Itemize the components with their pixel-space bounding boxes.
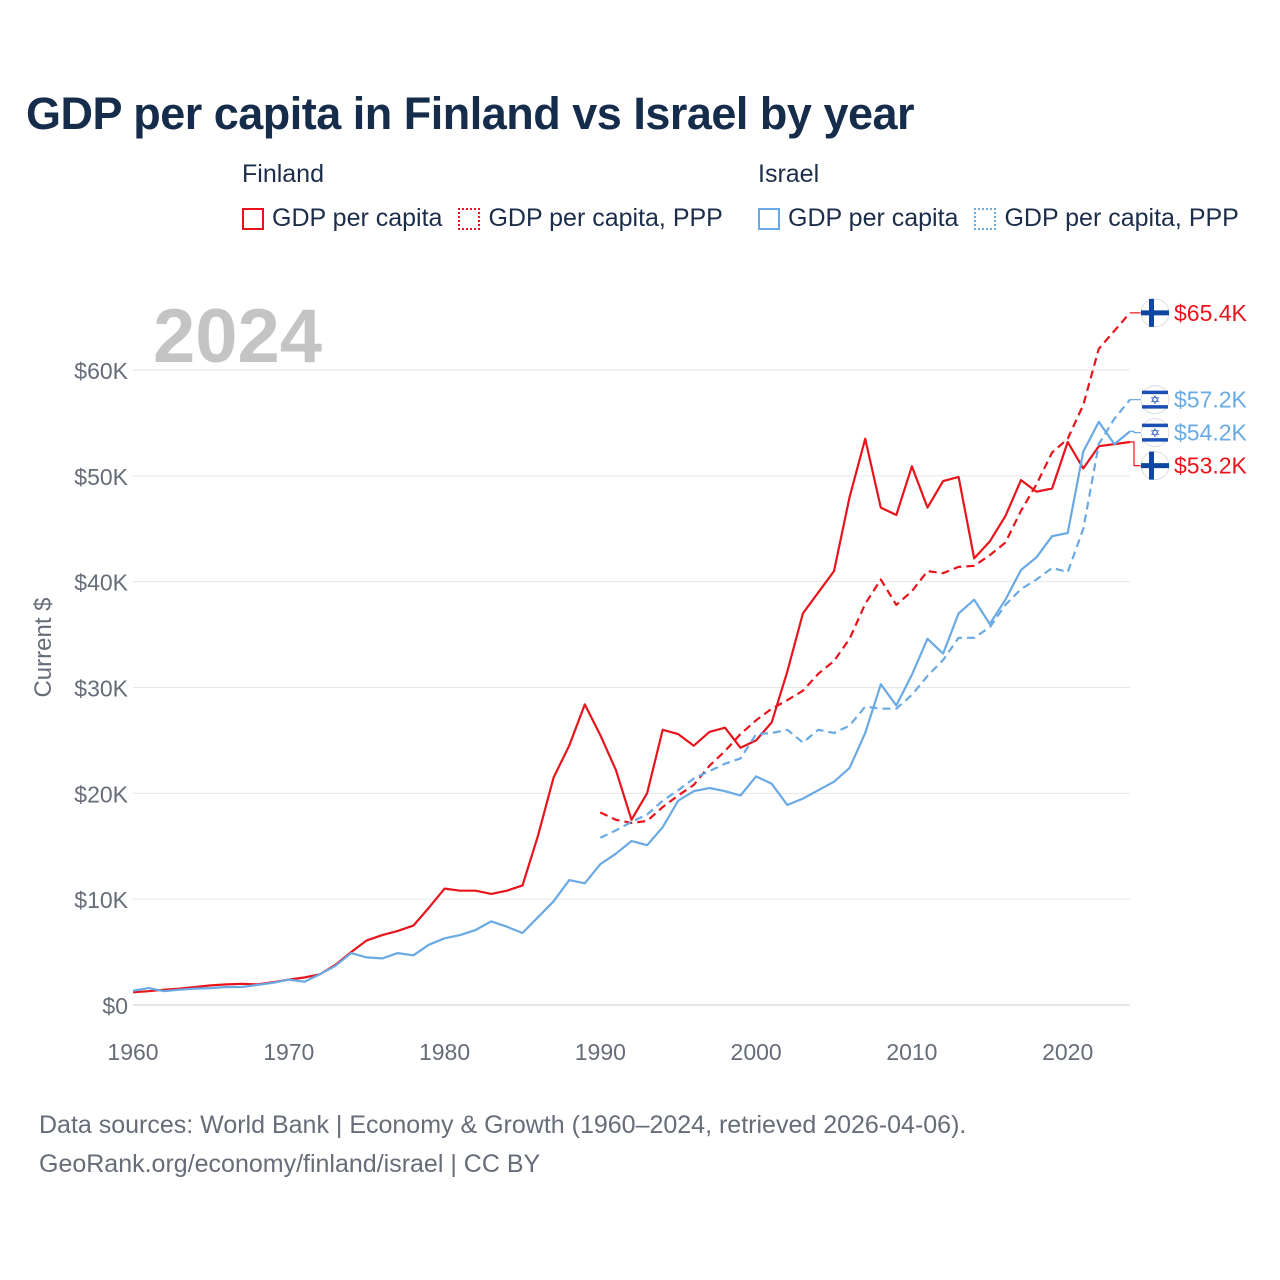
data-sources: Data sources: World Bank | Economy & Gro… bbox=[39, 1111, 967, 1139]
series-line bbox=[599, 312, 1131, 825]
y-tick-label: $10K bbox=[74, 887, 128, 913]
x-tick-label: 1980 bbox=[419, 1039, 470, 1065]
legend-swatch-solid bbox=[242, 207, 264, 230]
legend-item-finland-gdp-ppp[interactable]: GDP per capita, PPP bbox=[458, 204, 723, 233]
legend-item-label: GDP per capita, PPP bbox=[1004, 204, 1239, 232]
flag-stripe bbox=[1142, 405, 1168, 409]
label-leader bbox=[1130, 430, 1141, 434]
end-value-label: $53.2K bbox=[1174, 453, 1248, 479]
label-leader bbox=[1130, 441, 1141, 467]
end-value-label: $57.2K bbox=[1174, 387, 1248, 413]
legend-swatch-dotted bbox=[458, 207, 481, 230]
legend-group-name: Finland bbox=[242, 160, 324, 188]
series-line bbox=[132, 437, 1131, 994]
legend-group-name: Israel bbox=[758, 160, 820, 188]
legend-item-finland-gdp[interactable]: GDP per capita bbox=[242, 204, 442, 233]
x-tick-label: 2010 bbox=[886, 1039, 937, 1065]
star-of-david-icon: ✡ bbox=[1150, 426, 1160, 440]
footer: Data sources: World Bank | Economy & Gro… bbox=[39, 1106, 966, 1184]
legend-swatch-solid bbox=[758, 207, 780, 230]
y-axis-label: Current $ bbox=[30, 597, 57, 697]
flag-cross bbox=[1149, 298, 1154, 327]
line-chart: 2024 $0 $10K $20K $30K $40K $50K $60K 1960 1970 19… bbox=[30, 294, 1248, 1065]
legend-group-finland: Finland GDP per capita GDP per capita, P… bbox=[242, 160, 739, 233]
flag-stripe bbox=[1142, 423, 1168, 428]
x-tick-label: 1970 bbox=[263, 1039, 314, 1065]
flag-cross bbox=[1149, 451, 1154, 480]
flag-stripe bbox=[1142, 438, 1168, 442]
year-label: 2024 bbox=[153, 294, 322, 379]
chart-area: 2024 $0 $10K $20K $30K $40K $50K $60K 1960 1970 19… bbox=[0, 270, 1280, 1075]
chart-title: GDP per capita in Finland vs Israel by y… bbox=[26, 88, 915, 139]
legend-item-israel-gdp-ppp[interactable]: GDP per capita, PPP bbox=[974, 204, 1239, 233]
flag-cross bbox=[1141, 310, 1169, 316]
y-tick-label: $0 bbox=[102, 993, 128, 1019]
source-link[interactable]: GeoRank.org/economy/finland/israel | CC … bbox=[39, 1150, 541, 1178]
end-value-label: $65.4K bbox=[1174, 300, 1248, 326]
x-tick-label: 2020 bbox=[1042, 1039, 1093, 1065]
y-tick-label: $20K bbox=[74, 781, 128, 807]
flag-cross bbox=[1141, 463, 1169, 469]
y-tick-label: $30K bbox=[74, 676, 128, 702]
series-line bbox=[599, 398, 1131, 839]
legend-item-label: GDP per capita, PPP bbox=[488, 204, 723, 232]
x-tick-label: 2000 bbox=[731, 1039, 782, 1065]
x-tick-label: 1960 bbox=[107, 1039, 158, 1065]
y-tick-label: $40K bbox=[74, 570, 128, 596]
flag-stripe bbox=[1142, 390, 1168, 395]
star-of-david-icon: ✡ bbox=[1150, 393, 1160, 407]
legend-swatch-dotted bbox=[974, 207, 997, 230]
x-tick-label: 1990 bbox=[575, 1039, 626, 1065]
legend-group-israel: Israel GDP per capita GDP per capita, PP… bbox=[758, 160, 1255, 233]
end-value-label: $54.2K bbox=[1174, 420, 1248, 446]
legend-item-israel-gdp[interactable]: GDP per capita bbox=[758, 204, 958, 233]
legend-item-label: GDP per capita bbox=[788, 204, 959, 232]
y-tick-label: $60K bbox=[74, 358, 128, 384]
legend-item-label: GDP per capita bbox=[272, 204, 443, 232]
y-tick-label: $50K bbox=[74, 464, 128, 490]
series-line bbox=[132, 420, 1131, 993]
